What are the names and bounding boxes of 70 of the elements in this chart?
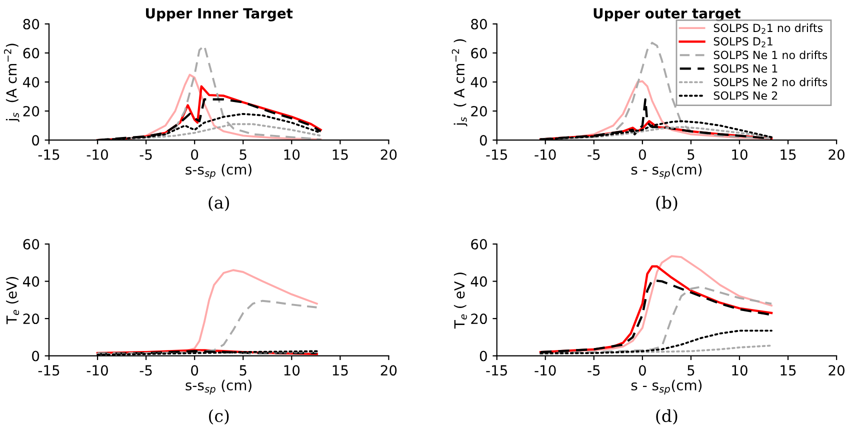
y-tick-label: 40: [470, 276, 487, 287]
y-axis-title: T$_{e}$ (eV): [6, 277, 20, 324]
legend-label: SOLPS Ne 2 no drifts: [714, 78, 828, 86]
x-tick-label: -5: [588, 365, 600, 376]
text: (b): [656, 196, 678, 212]
x-axis-title: s - s$_{sp}$(cm): [631, 380, 702, 395]
x-tick-label: 20: [380, 365, 397, 376]
x-tick-label: 10: [284, 365, 300, 376]
x-tick-label: -5: [588, 150, 600, 160]
x-tick-label: -5: [140, 365, 152, 376]
legend-label: SOLPS Ne 1: [714, 64, 778, 73]
y-tick-label: 0: [32, 350, 40, 362]
x-tick-label: 0: [638, 365, 646, 376]
x-tick-label: 5: [240, 150, 246, 160]
x-tick-label: 15: [780, 365, 796, 376]
y-tick-label: 0: [480, 135, 487, 146]
x-tick-label: 10: [732, 365, 748, 376]
y-axis-title: j$_{s}$ ( A cm$^{−2}$ ): [452, 39, 468, 126]
y-tick-label: 40: [22, 76, 40, 88]
y-tick-label: 60: [23, 239, 40, 250]
x-tick-label: 0: [191, 149, 198, 160]
x-tick-label: -15: [486, 150, 507, 160]
x-tick-label: -10: [86, 149, 108, 160]
x-tick-label: 15: [332, 150, 348, 160]
y-tick-label: 60: [23, 48, 40, 58]
text: (d): [656, 409, 678, 425]
y-tick-label: 20: [471, 314, 487, 324]
x-tick-label: -15: [486, 365, 507, 376]
y-tick-label: 80: [471, 18, 487, 30]
x-tick-label: -15: [38, 365, 60, 376]
x-tick-label: 20: [380, 149, 397, 160]
x-axis-title: s - s$_{sp}$(cm): [631, 164, 702, 179]
legend-label: SOLPS D$_{2}$1: [714, 37, 772, 48]
x-tick-label: 5: [688, 365, 694, 376]
chart-title: Upper Inner Target: [146, 8, 293, 22]
x-axis-title: s-s$_{sp}$ (cm): [186, 380, 252, 395]
chart-title: Upper outer target: [594, 8, 741, 22]
x-tick-label: 5: [240, 365, 246, 376]
x-tick-label: -10: [534, 149, 556, 160]
y-tick-label: 20: [23, 314, 40, 324]
x-tick-label: 0: [638, 149, 646, 160]
x-tick-label: 15: [780, 150, 796, 160]
x-tick-label: -10: [86, 365, 108, 376]
y-tick-label: 0: [32, 135, 40, 146]
x-tick-label: 10: [732, 149, 748, 160]
text: (a): [208, 196, 230, 212]
text: (c): [209, 409, 229, 425]
legend-label: SOLPS Ne 1 no drifts: [714, 50, 828, 60]
x-tick-label: 10: [284, 149, 300, 160]
y-tick-label: 80: [23, 18, 40, 30]
x-tick-label: 0: [191, 365, 198, 376]
x-tick-label: 15: [332, 365, 348, 376]
y-axis-title: T$_{e}$ ( eV ): [454, 272, 467, 329]
y-tick-label: 20: [471, 106, 487, 117]
y-tick-label: 20: [23, 106, 40, 117]
x-tick-label: -5: [140, 150, 152, 160]
x-tick-label: -15: [38, 150, 60, 160]
y-tick-label: 60: [471, 48, 487, 58]
x-tick-label: 5: [688, 150, 694, 160]
y-tick-label: 40: [470, 76, 487, 88]
x-tick-label: 20: [828, 149, 844, 160]
legend-label: SOLPS Ne 2: [714, 91, 778, 100]
y-tick-label: 0: [480, 350, 487, 362]
y-axis-title: j$_{s}$ (A cm$^{−2}$): [4, 44, 20, 122]
y-tick-label: 40: [22, 276, 40, 287]
legend-label: SOLPS D$_{2}$1 no drifts: [714, 24, 823, 34]
x-tick-label: -10: [534, 365, 556, 376]
x-tick-label: 20: [828, 365, 844, 376]
y-tick-label: 60: [471, 239, 487, 250]
x-axis-title: s-s$_{sp}$ (cm): [186, 164, 252, 179]
